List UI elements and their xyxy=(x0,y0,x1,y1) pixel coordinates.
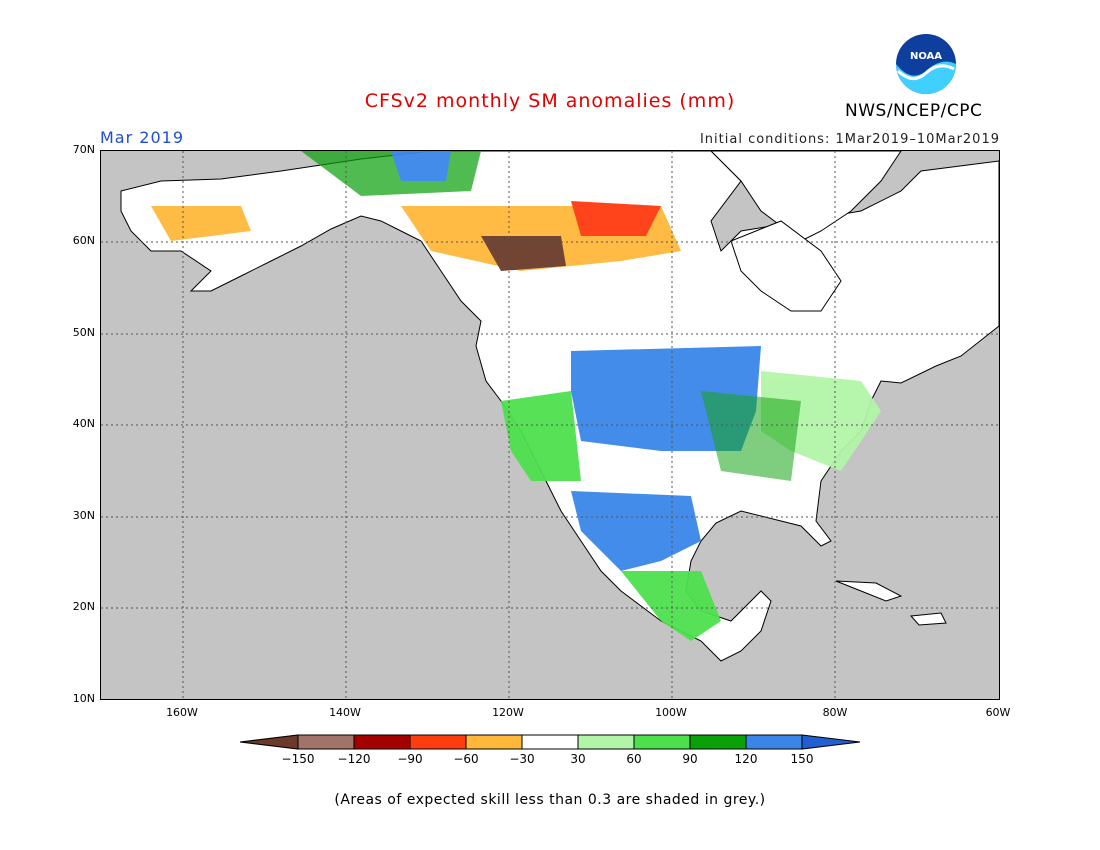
colorbar-box-7 xyxy=(633,734,691,750)
colorbar-box-5 xyxy=(521,734,579,750)
lon-label-80: 80W xyxy=(822,706,848,719)
colorbar-box-2 xyxy=(353,734,411,750)
patch-alaska-dry xyxy=(151,206,251,241)
map-title: CFSv2 monthly SM anomalies (mm) xyxy=(364,90,736,112)
patch-arctic-blue xyxy=(391,151,451,181)
hudson-bay xyxy=(730,220,842,312)
colorbar-box-1 xyxy=(297,734,355,750)
patch-prairies-very-dry xyxy=(481,236,566,271)
colorbar-label-m60: −60 xyxy=(453,752,479,766)
colorbar-label-m150: −150 xyxy=(281,752,315,766)
patch-west-moist xyxy=(501,391,581,481)
patch-canada-hot xyxy=(571,201,661,236)
patch-mexico-green xyxy=(621,571,721,641)
lon-label-120: 120W xyxy=(492,706,524,719)
colorbar-arrow-high xyxy=(801,734,861,750)
hispaniola-land xyxy=(909,612,947,626)
colorbar-box-9 xyxy=(745,734,803,750)
lon-label-100: 100W xyxy=(655,706,687,719)
anomaly-map xyxy=(100,150,1000,700)
logo-text: NOAA xyxy=(910,51,942,62)
grid-lines xyxy=(101,151,999,699)
colorbar-label-90: 90 xyxy=(682,752,698,766)
lat-label-10: 10N xyxy=(72,692,95,705)
colorbar-box-6 xyxy=(577,734,635,750)
noaa-logo: NOAA xyxy=(896,34,956,94)
lon-label-140: 140W xyxy=(329,706,361,719)
initial-conditions: Initial conditions: 1Mar2019–10Mar2019 xyxy=(699,132,1000,147)
colorbar-label-m90: −90 xyxy=(397,752,423,766)
agency-label: NWS/NCEP/CPC xyxy=(845,101,983,121)
colorbar-box-4 xyxy=(465,734,523,750)
patch-texas-mexico-wet xyxy=(571,491,701,571)
colorbar-label-60: 60 xyxy=(626,752,642,766)
lat-label-50: 50N xyxy=(72,326,95,339)
lon-label-60: 60W xyxy=(985,706,1011,719)
colorbar-box-8 xyxy=(689,734,747,750)
lon-label-160: 160W xyxy=(166,706,198,719)
forecast-month: Mar 2019 xyxy=(100,128,184,147)
color-scale-bar xyxy=(240,734,861,750)
colorbar-label-m120: −120 xyxy=(337,752,371,766)
colorbar-label-120: 120 xyxy=(734,752,758,766)
patch-midwest-green xyxy=(701,391,801,481)
greenland-land xyxy=(710,151,902,242)
cuba-land xyxy=(835,580,903,602)
anomaly-patches xyxy=(151,151,881,641)
colorbar-label-150: 150 xyxy=(790,752,814,766)
lat-label-70: 70N xyxy=(72,143,95,156)
lat-label-40: 40N xyxy=(72,417,95,430)
lat-label-60: 60N xyxy=(72,234,95,247)
lat-label-20: 20N xyxy=(72,600,95,613)
colorbar-label-m30: −30 xyxy=(509,752,535,766)
lat-label-30: 30N xyxy=(72,509,95,522)
colorbar-arrow-low xyxy=(240,734,299,750)
skill-footnote: (Areas of expected skill less than 0.3 a… xyxy=(334,792,766,808)
colorbar-box-3 xyxy=(409,734,467,750)
colorbar-label-30: 30 xyxy=(570,752,586,766)
